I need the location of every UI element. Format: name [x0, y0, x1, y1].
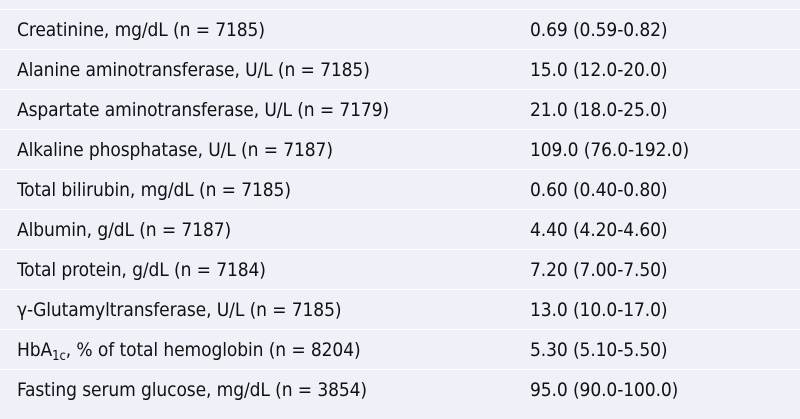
row-label: γ-Glutamyltransferase, U/L (n = 7185) — [17, 298, 342, 321]
row-value: 109.0 (76.0-192.0) — [530, 138, 690, 161]
table-row-hba1c: HbA1c, % of total hemoglobin (n = 8204) … — [0, 329, 800, 369]
row-label: Creatinine, mg/dL (n = 7185) — [17, 18, 265, 41]
row-value: 5.30 (5.10-5.50) — [530, 338, 668, 361]
table-row-creatinine: Creatinine, mg/dL (n = 7185) 0.69 (0.59-… — [0, 9, 800, 49]
row-value: 4.40 (4.20-4.60) — [530, 218, 668, 241]
table-row-albumin: Albumin, g/dL (n = 7187) 4.40 (4.20-4.60… — [0, 209, 800, 249]
row-label: Alanine aminotransferase, U/L (n = 7185) — [17, 58, 370, 81]
table-row-fasting-glucose: Fasting serum glucose, mg/dL (n = 3854) … — [0, 369, 800, 409]
row-label-subscript: 1c — [52, 348, 66, 364]
row-value: 95.0 (90.0-100.0) — [530, 378, 679, 401]
table-top-strip — [0, 0, 800, 9]
row-value: 7.20 (7.00-7.50) — [530, 258, 668, 281]
row-label: Alkaline phosphatase, U/L (n = 7187) — [17, 138, 333, 161]
row-value: 0.69 (0.59-0.82) — [530, 18, 668, 41]
row-label: HbA1c, % of total hemoglobin (n = 8204) — [0, 338, 530, 364]
table-row-alkaline-phosphatase: Alkaline phosphatase, U/L (n = 7187) 109… — [0, 129, 800, 169]
row-value: 13.0 (10.0-17.0) — [530, 298, 668, 321]
table-row-ggt: γ-Glutamyltransferase, U/L (n = 7185) 13… — [0, 289, 800, 329]
row-label-main: HbA — [17, 338, 53, 361]
row-value: 0.60 (0.40-0.80) — [530, 178, 668, 201]
row-label: Aspartate aminotransferase, U/L (n = 717… — [17, 98, 390, 121]
table-row-alt: Alanine aminotransferase, U/L (n = 7185)… — [0, 49, 800, 89]
row-value: 15.0 (12.0-20.0) — [530, 58, 668, 81]
row-label-rest: , % of total hemoglobin (n = 8204) — [65, 338, 361, 361]
row-label: Fasting serum glucose, mg/dL (n = 3854) — [17, 378, 367, 401]
table-row-total-protein: Total protein, g/dL (n = 7184) 7.20 (7.0… — [0, 249, 800, 289]
row-label: Albumin, g/dL (n = 7187) — [17, 218, 232, 241]
row-value: 21.0 (18.0-25.0) — [530, 98, 668, 121]
row-label: Total bilirubin, mg/dL (n = 7185) — [17, 178, 291, 201]
row-label: Total protein, g/dL (n = 7184) — [17, 258, 266, 281]
table-row-total-bilirubin: Total bilirubin, mg/dL (n = 7185) 0.60 (… — [0, 169, 800, 209]
table-row-ast: Aspartate aminotransferase, U/L (n = 717… — [0, 89, 800, 129]
